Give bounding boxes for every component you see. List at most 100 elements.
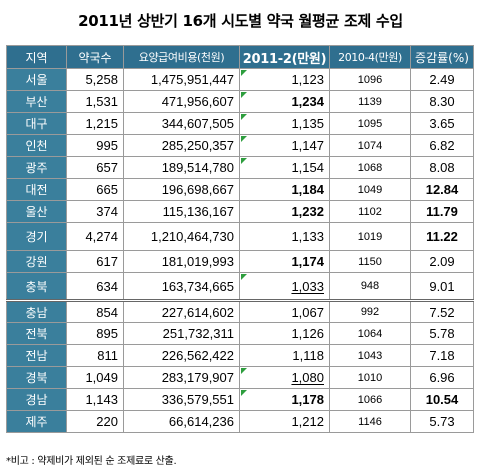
cell-pharmacy-count: 1,215 [66, 112, 124, 135]
cell-pharmacy-count: 1,531 [66, 90, 124, 113]
table-row: 경기 4,274 1,210,464,730 1,133 1019 11.22 [6, 222, 474, 251]
header-row: 지역 약국수 요양급여비용(천원) 2011-2(만원) 2010-4(만원) … [6, 45, 474, 69]
cell-benefit-cost: 285,250,357 [123, 134, 240, 157]
cell-2011-2: 1,174 [239, 250, 330, 273]
cell-change-rate: 2.49 [410, 68, 474, 91]
cell-2011-2: 1,135 [239, 112, 330, 135]
cell-benefit-cost: 283,179,907 [123, 366, 240, 389]
cell-pharmacy-count: 220 [66, 410, 124, 433]
cell-pharmacy-count: 4,274 [66, 222, 124, 251]
cell-2010-4: 1095 [329, 112, 411, 135]
cell-2010-4: 948 [329, 272, 411, 301]
cell-benefit-cost: 66,614,236 [123, 410, 240, 433]
cell-benefit-cost: 196,698,667 [123, 178, 240, 201]
cell-benefit-cost: 1,475,951,447 [123, 68, 240, 91]
cell-2011-2: 1,178 [239, 388, 330, 411]
cell-change-rate: 3.65 [410, 112, 474, 135]
header-change-rate: 증감률(%) [410, 45, 474, 69]
cell-pharmacy-count: 995 [66, 134, 124, 157]
cell-2011-2: 1,133 [239, 222, 330, 251]
cell-2010-4: 992 [329, 299, 411, 323]
cell-2011-2: 1,154 [239, 156, 330, 179]
cell-pharmacy-count: 1,049 [66, 366, 124, 389]
table-row: 대구 1,215 344,607,505 1,135 1095 3.65 [6, 112, 474, 135]
cell-value: 1,033 [291, 278, 324, 294]
cell-region: 경기 [6, 222, 67, 251]
cell-region: 강원 [6, 250, 67, 273]
cell-region: 전북 [6, 322, 67, 345]
table-row: 서울 5,258 1,475,951,447 1,123 1096 2.49 [6, 68, 474, 91]
cell-change-rate: 10.54 [410, 388, 474, 411]
cell-region: 전남 [6, 344, 67, 367]
cell-2010-4: 1068 [329, 156, 411, 179]
header-2011-2: 2011-2(만원) [239, 45, 330, 69]
cell-2010-4: 1049 [329, 178, 411, 201]
header-pharmacy-count: 약국수 [66, 45, 124, 69]
cell-change-rate: 7.18 [410, 344, 474, 367]
cell-change-rate: 8.30 [410, 90, 474, 113]
cell-region: 충북 [6, 272, 67, 301]
cell-2011-2: 1,212 [239, 410, 330, 433]
cell-pharmacy-count: 657 [66, 156, 124, 179]
cell-2011-2: 1,118 [239, 344, 330, 367]
cell-2011-2: 1,080 [239, 366, 330, 389]
cell-region: 광주 [6, 156, 67, 179]
table-row: 강원 617 181,019,993 1,174 1150 2.09 [6, 250, 474, 273]
table-row: 경남 1,143 336,579,551 1,178 1066 10.54 [6, 388, 474, 411]
footnote: *비고 : 약제비가 제외된 순 조제료로 산출. [6, 456, 177, 467]
page-title: 2011년 상반기 16개 시도별 약국 월평균 조제 수입 [78, 12, 403, 30]
cell-pharmacy-count: 374 [66, 200, 124, 223]
table-row: 제주 220 66,614,236 1,212 1146 5.73 [6, 410, 474, 433]
cell-pharmacy-count: 854 [66, 299, 124, 323]
cell-region: 경북 [6, 366, 67, 389]
cell-2010-4: 1102 [329, 200, 411, 223]
header-benefit-cost: 요양급여비용(천원) [123, 45, 240, 69]
cell-2010-4: 1074 [329, 134, 411, 157]
cell-2010-4: 1010 [329, 366, 411, 389]
cell-2011-2: 1,126 [239, 322, 330, 345]
cell-value: 1,080 [291, 370, 324, 385]
cell-2010-4: 1096 [329, 68, 411, 91]
cell-2011-2: 1,232 [239, 200, 330, 223]
cell-change-rate: 9.01 [410, 272, 474, 301]
table-row: 충남 854 227,614,602 1,067 992 7.52 [6, 299, 474, 323]
cell-2010-4: 1019 [329, 222, 411, 251]
cell-2010-4: 1043 [329, 344, 411, 367]
cell-change-rate: 6.82 [410, 134, 474, 157]
cell-pharmacy-count: 617 [66, 250, 124, 273]
cell-region: 인천 [6, 134, 67, 157]
cell-benefit-cost: 115,136,167 [123, 200, 240, 223]
cell-2010-4: 1064 [329, 322, 411, 345]
cell-change-rate: 5.73 [410, 410, 474, 433]
cell-benefit-cost: 226,562,422 [123, 344, 240, 367]
cell-region: 서울 [6, 68, 67, 91]
cell-benefit-cost: 227,614,602 [123, 299, 240, 323]
cell-2011-2: 1,123 [239, 68, 330, 91]
cell-region: 제주 [6, 410, 67, 433]
cell-2010-4: 1066 [329, 388, 411, 411]
header-2010-4: 2010-4(만원) [329, 45, 411, 69]
cell-2011-2: 1,033 [239, 272, 330, 301]
cell-2011-2: 1,147 [239, 134, 330, 157]
cell-benefit-cost: 189,514,780 [123, 156, 240, 179]
cell-2011-2: 1,234 [239, 90, 330, 113]
cell-2011-2: 1,184 [239, 178, 330, 201]
table-row: 전북 895 251,732,311 1,126 1064 5.78 [6, 322, 474, 345]
cell-pharmacy-count: 1,143 [66, 388, 124, 411]
cell-pharmacy-count: 5,258 [66, 68, 124, 91]
table-row: 대전 665 196,698,667 1,184 1049 12.84 [6, 178, 474, 201]
cell-change-rate: 5.78 [410, 322, 474, 345]
table-row: 충북 634 163,734,665 1,033 948 9.01 [6, 272, 474, 301]
cell-2010-4: 1146 [329, 410, 411, 433]
table-row: 부산 1,531 471,956,607 1,234 1139 8.30 [6, 90, 474, 113]
cell-2010-4: 1150 [329, 250, 411, 273]
table-row: 인천 995 285,250,357 1,147 1074 6.82 [6, 134, 474, 157]
table-row: 울산 374 115,136,167 1,232 1102 11.79 [6, 200, 474, 223]
cell-change-rate: 11.22 [410, 222, 474, 251]
cell-change-rate: 11.79 [410, 200, 474, 223]
pharmacy-income-table: 지역 약국수 요양급여비용(천원) 2011-2(만원) 2010-4(만원) … [6, 45, 474, 433]
cell-region: 부산 [6, 90, 67, 113]
cell-2011-2: 1,067 [239, 299, 330, 323]
cell-pharmacy-count: 665 [66, 178, 124, 201]
cell-benefit-cost: 251,732,311 [123, 322, 240, 345]
